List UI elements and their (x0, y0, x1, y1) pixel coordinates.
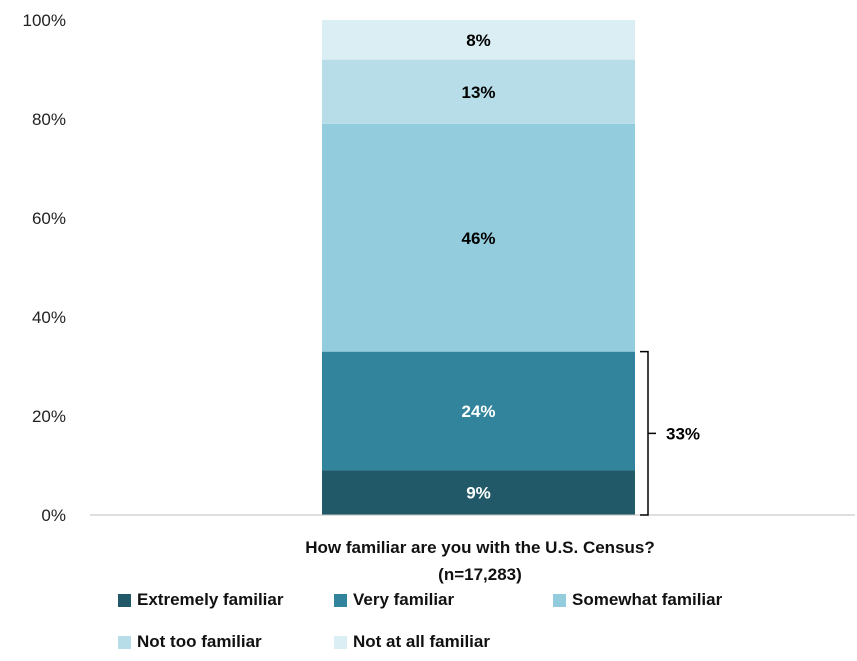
data-label: 8% (466, 31, 491, 50)
legend-label: Not at all familiar (353, 632, 490, 651)
legend-label: Somewhat familiar (572, 590, 723, 609)
bar-segment-somewhat-familiar (322, 123, 635, 352)
legend-item: Not too familiar (118, 632, 262, 652)
legend-swatch (334, 635, 347, 649)
y-tick-label: 60% (32, 209, 66, 228)
legend-label: Not too familiar (137, 632, 262, 651)
category-title-line-1: How familiar are you with the U.S. Censu… (305, 538, 655, 557)
legend-swatch (553, 593, 566, 607)
legend-item: Somewhat familiar (553, 590, 722, 610)
data-label: 46% (461, 229, 495, 248)
legend-swatch (334, 593, 347, 607)
legend-label: Extremely familiar (137, 590, 284, 609)
legend-swatch (118, 593, 131, 607)
data-label: 24% (461, 402, 495, 421)
segment-labels: 9% 24% 46% 13% 8% (461, 31, 495, 503)
data-label: 13% (461, 83, 495, 102)
bar-segment-extremely-familiar (322, 470, 635, 515)
data-label: 9% (466, 484, 491, 503)
category-title-line-2: (n=17,283) (438, 565, 522, 584)
legend-label: Very familiar (353, 590, 455, 609)
bar-stack (322, 20, 635, 515)
y-tick-label: 20% (32, 407, 66, 426)
bracket-label: 33% (666, 424, 700, 443)
bracket-line (640, 350, 656, 516)
legend-item: Not at all familiar (334, 632, 490, 652)
y-tick-label: 0% (41, 506, 66, 525)
bar-segment-not-at-all-familiar (322, 20, 635, 60)
y-tick-label: 80% (32, 110, 66, 129)
bar-segment-not-too-familiar (322, 59, 635, 124)
y-tick-label: 40% (32, 308, 66, 327)
legend-item: Very familiar (334, 590, 454, 610)
y-axis: 0% 20% 40% 60% 80% 100% (23, 11, 66, 525)
legend-item: Extremely familiar (118, 590, 283, 610)
bar-segment-very-familiar (322, 351, 635, 471)
legend-swatch (118, 635, 131, 649)
y-tick-label: 100% (23, 11, 66, 30)
combined-bracket: 33% (640, 350, 700, 516)
